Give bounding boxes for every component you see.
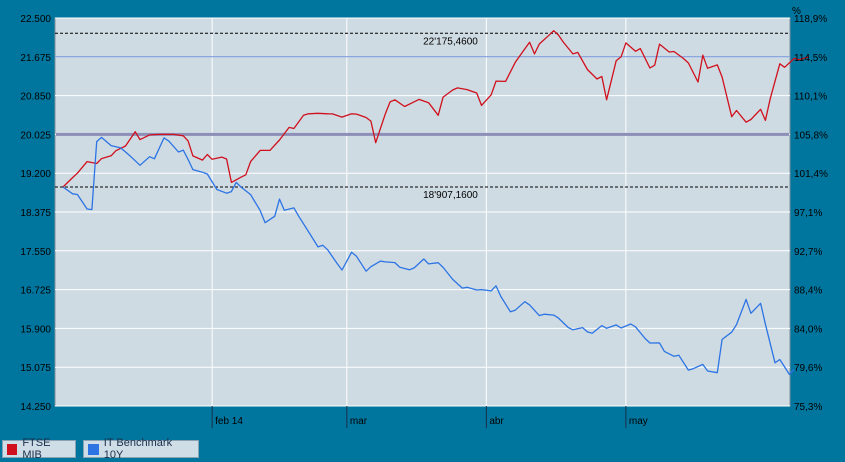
left-axis-tick-label: 18.375 bbox=[20, 208, 51, 219]
left-axis-tick-label: 20.850 bbox=[20, 92, 51, 103]
legend-label-it-benchmark: IT Benchmark 10Y bbox=[103, 437, 173, 461]
right-axis-unit: % bbox=[792, 6, 801, 17]
legend-label-ftse-mib: FTSE MIB bbox=[22, 437, 51, 461]
right-axis: 118,9% 114,5% 110,1% 105,8% 101,4% 97,1% 92,7%… bbox=[794, 14, 828, 413]
left-axis-tick-label: 21.675 bbox=[20, 53, 51, 64]
right-axis-tick-label: 105,8% bbox=[794, 130, 828, 141]
right-axis-tick-label: 101,4% bbox=[794, 169, 828, 180]
right-axis-tick-label: 88,4% bbox=[794, 286, 822, 297]
left-axis-tick-label: 14.250 bbox=[20, 402, 51, 413]
right-axis-tick-label: 79,6% bbox=[794, 363, 822, 374]
x-axis: feb 14 mar abr may bbox=[211, 406, 648, 428]
left-axis-tick-label: 19.200 bbox=[20, 169, 51, 180]
series-line-ftse-mib bbox=[62, 30, 809, 188]
reference-line-label: 18'907,1600 bbox=[423, 190, 478, 201]
legend-item-ftse-mib[interactable]: FTSE MIB bbox=[2, 437, 76, 461]
right-axis-tick-label: 97,1% bbox=[794, 208, 822, 219]
reference-band bbox=[56, 132, 789, 136]
right-axis-tick-label: 114,5% bbox=[794, 53, 827, 64]
left-axis-tick-label: 20.025 bbox=[20, 130, 51, 141]
left-axis-tick-label: 16.725 bbox=[20, 286, 51, 297]
x-axis-tick-label: mar bbox=[350, 416, 368, 427]
left-axis: 22.500 21.675 20.850 20.025 19.200 18.375 17.5… bbox=[20, 14, 51, 413]
right-axis-tick-label: 75,3% bbox=[794, 402, 822, 413]
series-line-it-benchmark bbox=[62, 136, 795, 376]
legend-swatch-ftse-mib bbox=[7, 443, 18, 455]
right-axis-tick-label: 92,7% bbox=[794, 247, 822, 258]
reference-lines: 22'175,4600 18'907,1600 bbox=[55, 32, 790, 201]
left-axis-tick-label: 17.550 bbox=[20, 247, 51, 258]
series-group bbox=[62, 30, 809, 376]
x-axis-tick-label: feb 14 bbox=[215, 416, 243, 427]
reference-line-label: 22'175,4600 bbox=[423, 36, 478, 47]
x-axis-tick-label: abr bbox=[489, 416, 504, 427]
left-axis-tick-label: 15.075 bbox=[20, 363, 51, 374]
right-axis-tick-label: 118,9% bbox=[794, 14, 827, 25]
legend-swatch-it-benchmark bbox=[88, 443, 99, 455]
left-axis-tick-label: 15.900 bbox=[20, 324, 51, 335]
x-axis-tick-label: may bbox=[629, 416, 648, 427]
right-axis-tick-label: 84,0% bbox=[794, 324, 822, 335]
left-axis-tick-label: 22.500 bbox=[20, 14, 51, 25]
right-axis-tick-label: 110,1% bbox=[794, 92, 827, 103]
legend-item-it-benchmark[interactable]: IT Benchmark 10Y bbox=[83, 437, 199, 461]
